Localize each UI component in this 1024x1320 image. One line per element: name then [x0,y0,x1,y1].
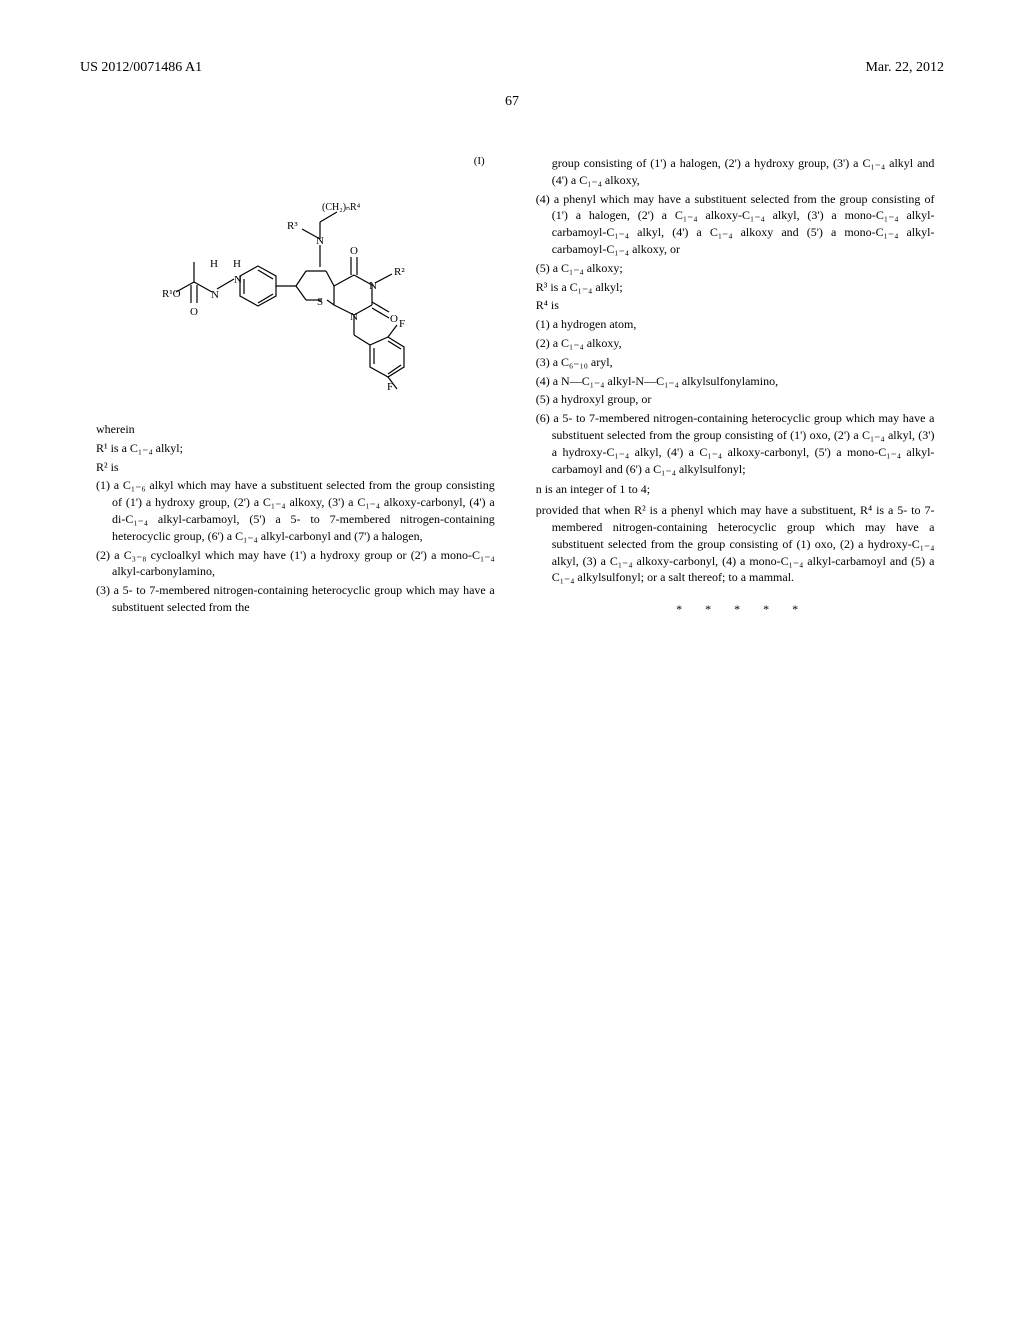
page-number: 67 [80,94,944,110]
r2-4: (4) a phenyl which may have a substituen… [520,191,935,258]
n1-label: N [211,289,219,301]
r2-5: (5) a C₁₋₄ alkoxy; [520,260,935,277]
o3-label: O [390,313,398,325]
header-left: US 2012/0071486 A1 [80,60,202,76]
r4-4: (4) a N—C₁₋₄ alkyl-N—C₁₋₄ alkylsulfonyla… [520,373,935,390]
o1-label: O [190,306,198,318]
r2-2: (2) a C₃₋₈ cycloalkyl which may have (1'… [80,547,495,581]
right-column: group consisting of (1') a halogen, (2')… [520,155,935,620]
s-label: S [317,296,323,308]
nh2-label: H [233,258,241,270]
r4-1: (1) a hydrogen atom, [520,316,935,333]
r2-3: (3) a 5- to 7-membered nitrogen-containi… [80,582,495,616]
n2-label: N [234,274,242,286]
r1-text: R¹ is a C₁₋₄ alkyl; [80,440,495,457]
stars: * * * * * [550,601,935,618]
r4-2: (2) a C₁₋₄ alkoxy, [520,335,935,352]
chemical-structure: R¹O H N H N O S N R³ (CH₂)ₙR⁴ O N N R² [80,167,495,396]
left-column: (I) [80,155,495,620]
r1o-label: R¹O [162,288,181,300]
f2-label: F [387,381,393,392]
r3-label: R³ [287,220,298,232]
proviso: provided that when R² is a phenyl which … [520,502,935,586]
wherein: wherein [80,421,495,438]
o2-label: O [350,245,358,257]
ch2-label: (CH₂)ₙR⁴ [322,202,361,213]
r2-1: (1) a C₁₋₆ alkyl which may have a substi… [80,477,495,544]
r2-label: R² [394,266,405,278]
header-right: Mar. 22, 2012 [865,60,944,76]
r4-5: (5) a hydroxyl group, or [520,391,935,408]
nring2-label: N [350,311,358,323]
r4-6: (6) a 5- to 7-membered nitrogen-containi… [520,410,935,477]
r2-3-cont: group consisting of (1') a halogen, (2')… [520,155,935,189]
r4-3: (3) a C₆₋₁₀ aryl, [520,354,935,371]
r3-text: R³ is a C₁₋₄ alkyl; [520,279,935,296]
r2-label-text: R² is [80,459,495,476]
nring1-label: N [369,280,377,292]
formula-label: (I) [80,155,495,167]
f1-label: F [399,318,405,330]
n-integer: n is an integer of 1 to 4; [520,481,935,498]
r4-label-text: R⁴ is [520,297,935,314]
nh1-label: H [210,258,218,270]
ntop-label: N [316,235,324,247]
